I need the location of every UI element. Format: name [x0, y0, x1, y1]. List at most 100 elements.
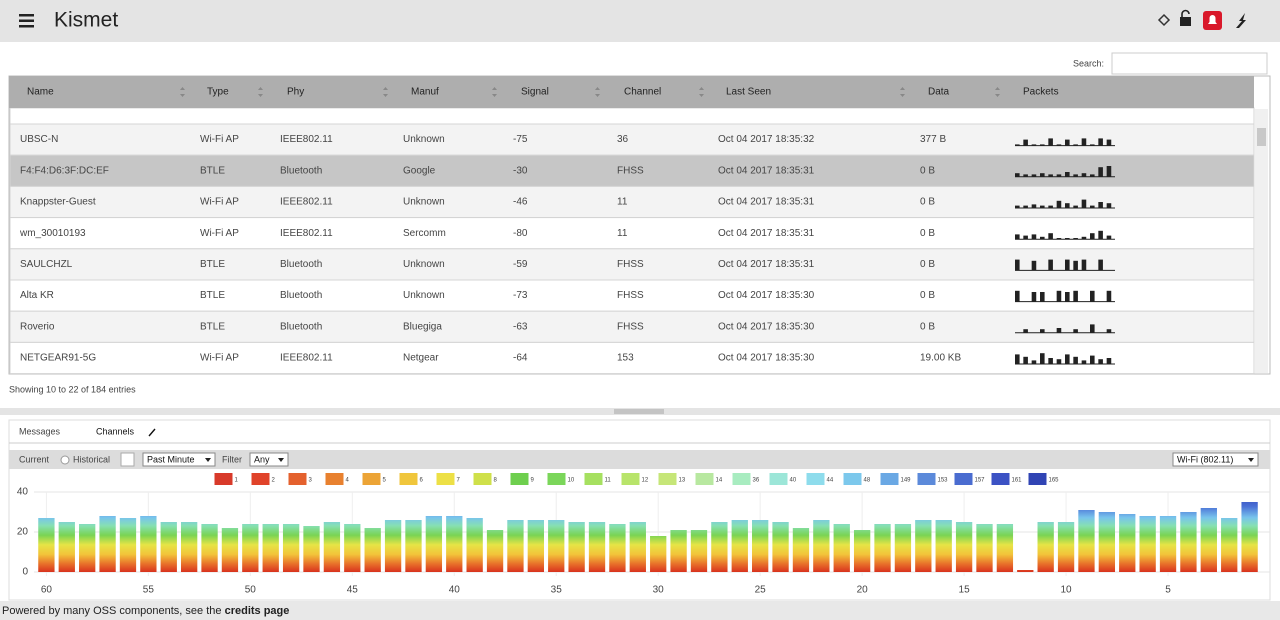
legend-label: 10: [568, 478, 575, 484]
divider-handle[interactable]: [614, 409, 664, 414]
scrollbar[interactable]: [1255, 109, 1268, 373]
packet-bar: [1040, 144, 1045, 146]
legend-label: 4: [346, 478, 350, 484]
legend-swatch[interactable]: [288, 473, 307, 485]
sort-icon: [492, 87, 497, 97]
table-row[interactable]: [9, 248, 1255, 281]
table-row[interactable]: [9, 154, 1255, 187]
legend-swatch[interactable]: [436, 473, 455, 485]
tab-messages[interactable]: Messages: [19, 426, 61, 436]
header-bar: [0, 0, 1280, 42]
packet-bar: [1081, 173, 1087, 177]
legend-swatch[interactable]: [1028, 473, 1047, 485]
packet-bar: [1040, 292, 1045, 302]
table-cell: 0 B: [920, 290, 935, 301]
legend-swatch[interactable]: [880, 473, 899, 485]
legend-swatch[interactable]: [621, 473, 640, 485]
tab-edit-icon[interactable]: [148, 428, 156, 437]
bar: [405, 520, 422, 572]
select-arrow: [205, 458, 211, 462]
column-header[interactable]: Signal: [521, 87, 549, 98]
phy-value: Wi-Fi (802.11): [1177, 454, 1233, 464]
table-row[interactable]: [9, 341, 1255, 375]
header-icons[interactable]: [1157, 9, 1246, 31]
mode-historical[interactable]: Historical: [73, 454, 110, 464]
column-header[interactable]: Type: [207, 87, 229, 98]
menu-icon[interactable]: [19, 14, 34, 28]
period-select[interactable]: [142, 452, 216, 467]
bar: [425, 516, 443, 572]
footer-text: Powered by many OSS components, see the …: [2, 605, 289, 617]
table-cell: Sercomm: [403, 228, 446, 239]
packet-bar: [1048, 205, 1053, 208]
bar: [650, 536, 667, 572]
legend-swatch[interactable]: [843, 473, 862, 485]
bar: [548, 520, 565, 572]
column-header[interactable]: Last Seen: [726, 87, 771, 98]
bar: [894, 524, 912, 572]
packet-bar: [1048, 174, 1053, 177]
column-header[interactable]: Name: [27, 87, 54, 98]
radio-historical[interactable]: [60, 455, 70, 465]
legend-swatch[interactable]: [732, 473, 751, 485]
legend-swatch[interactable]: [251, 473, 270, 485]
packet-bar: [1015, 354, 1020, 364]
table-row[interactable]: [9, 217, 1255, 250]
legend-swatch[interactable]: [917, 473, 936, 485]
table-cell: BTLE: [200, 290, 225, 301]
column-header[interactable]: Phy: [287, 87, 304, 98]
legend-swatch[interactable]: [991, 473, 1010, 485]
column-header[interactable]: Data: [928, 87, 950, 98]
table-cell: NETGEAR91-5G: [20, 353, 96, 364]
legend-swatch[interactable]: [954, 473, 973, 485]
bar: [813, 520, 830, 572]
bar: [221, 528, 239, 572]
legend-swatch[interactable]: [362, 473, 381, 485]
table-cell: 11: [617, 228, 628, 239]
legend-swatch[interactable]: [769, 473, 788, 485]
credits-link[interactable]: credits page: [225, 605, 290, 617]
bar: [303, 526, 320, 572]
table-cell: 19.00 KB: [920, 353, 961, 364]
packet-bar: [1098, 167, 1103, 177]
packet-bar: [1040, 329, 1045, 333]
legend-swatch[interactable]: [325, 473, 344, 485]
table-row[interactable]: [9, 279, 1255, 312]
radio-current[interactable]: [120, 452, 135, 467]
column-header[interactable]: Channel: [624, 87, 661, 98]
bar: [1098, 512, 1116, 572]
table-row[interactable]: [9, 123, 1255, 156]
packet-bar: [1056, 144, 1062, 146]
legend-swatch[interactable]: [510, 473, 529, 485]
scroll-thumb[interactable]: [1257, 128, 1266, 146]
legend-label: 157: [975, 478, 986, 484]
table-row[interactable]: [9, 185, 1255, 219]
bar: [384, 520, 402, 572]
search-input[interactable]: [1111, 52, 1268, 75]
sort-icon: [180, 87, 185, 97]
legend-swatch[interactable]: [695, 473, 714, 485]
legend-swatch[interactable]: [584, 473, 603, 485]
mode-current[interactable]: Current: [19, 454, 50, 464]
legend-swatch[interactable]: [806, 473, 825, 485]
bar: [833, 524, 850, 572]
column-header[interactable]: Manuf: [411, 87, 439, 98]
packet-bar: [1073, 144, 1078, 146]
filter-select[interactable]: [249, 452, 289, 467]
column-header[interactable]: Packets: [1023, 87, 1059, 98]
tab-channels[interactable]: Channels: [96, 426, 135, 436]
table-cell: Oct 04 2017 18:35:30: [718, 353, 815, 364]
table-cell: Bluetooth: [280, 165, 322, 176]
legend-swatch[interactable]: [658, 473, 677, 485]
legend-swatch[interactable]: [547, 473, 566, 485]
legend-label: 161: [1012, 478, 1023, 484]
legend-swatch[interactable]: [214, 473, 233, 485]
packet-bar: [1090, 324, 1095, 333]
sort-icon: [595, 87, 600, 97]
packet-bar: [1073, 174, 1078, 177]
phy-select[interactable]: [1172, 452, 1259, 467]
legend-swatch[interactable]: [473, 473, 492, 485]
bar: [507, 520, 524, 572]
legend-swatch[interactable]: [399, 473, 418, 485]
packet-bar: [1106, 290, 1112, 302]
